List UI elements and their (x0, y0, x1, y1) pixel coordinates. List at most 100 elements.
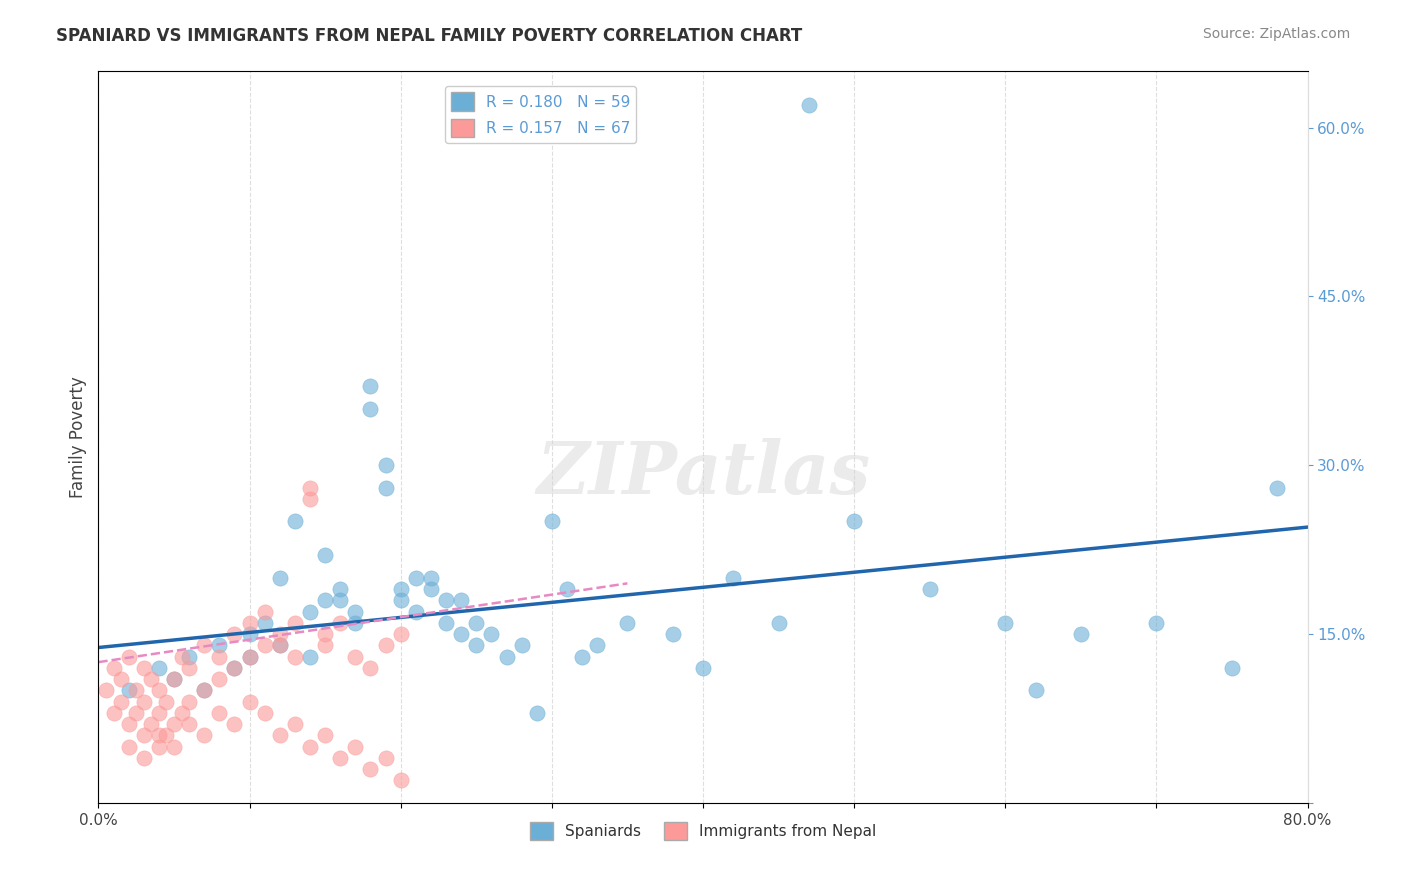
Point (314, 548, 336, 562)
Point (284, 515, 307, 529)
Point (179, 649, 201, 664)
Point (239, 694, 262, 708)
Point (269, 638, 291, 652)
Point (208, 672, 231, 686)
Point (465, 615, 488, 630)
Point (284, 615, 307, 630)
Point (148, 661, 170, 675)
Point (141, 717, 163, 731)
Legend: Spaniards, Immigrants from Nepal: Spaniards, Immigrants from Nepal (523, 815, 883, 847)
Point (224, 627, 246, 641)
Point (163, 717, 186, 731)
Point (344, 649, 367, 664)
Point (94, 683, 117, 698)
Point (299, 649, 322, 664)
Point (918, 582, 941, 596)
Point (163, 672, 186, 686)
Point (179, 694, 201, 708)
Point (163, 672, 186, 686)
Text: Source: ZipAtlas.com: Source: ZipAtlas.com (1202, 27, 1350, 41)
Point (692, 661, 714, 675)
Point (253, 638, 276, 652)
Point (239, 627, 262, 641)
Point (329, 751, 352, 765)
Point (389, 593, 412, 607)
Point (163, 739, 186, 754)
Point (170, 649, 193, 664)
Point (526, 706, 548, 720)
Point (344, 615, 367, 630)
Point (269, 627, 291, 641)
Point (132, 751, 155, 765)
Point (269, 638, 291, 652)
Point (389, 627, 412, 641)
Point (510, 638, 533, 652)
Point (118, 683, 141, 698)
Point (1024, 683, 1046, 698)
Point (179, 717, 201, 731)
Point (253, 706, 276, 720)
Point (148, 739, 170, 754)
Point (170, 706, 193, 720)
Y-axis label: Family Poverty: Family Poverty (69, 376, 87, 498)
Point (193, 683, 215, 698)
Point (155, 694, 177, 708)
Point (141, 672, 163, 686)
Point (1220, 661, 1243, 675)
Point (329, 593, 352, 607)
Point (253, 605, 276, 619)
Point (132, 694, 155, 708)
Point (1070, 627, 1092, 641)
Point (224, 661, 246, 675)
Point (616, 615, 638, 630)
Point (239, 649, 262, 664)
Point (110, 694, 132, 708)
Point (495, 649, 517, 664)
Point (208, 649, 231, 664)
Point (797, 98, 820, 112)
Point (405, 571, 427, 585)
Point (299, 491, 322, 506)
Point (994, 615, 1017, 630)
Point (344, 605, 367, 619)
Point (844, 515, 866, 529)
Point (118, 717, 141, 731)
Point (269, 728, 291, 742)
Point (1267, 481, 1289, 495)
Point (374, 481, 396, 495)
Point (224, 661, 246, 675)
Point (374, 458, 396, 473)
Point (299, 481, 322, 495)
Point (405, 605, 427, 619)
Point (314, 728, 336, 742)
Point (224, 717, 246, 731)
Point (148, 728, 170, 742)
Text: SPANIARD VS IMMIGRANTS FROM NEPAL FAMILY POVERTY CORRELATION CHART: SPANIARD VS IMMIGRANTS FROM NEPAL FAMILY… (56, 27, 803, 45)
Point (179, 661, 201, 675)
Point (118, 739, 141, 754)
Point (125, 706, 148, 720)
Point (132, 728, 155, 742)
Point (110, 672, 132, 686)
Point (239, 649, 262, 664)
Point (723, 571, 745, 585)
Point (374, 638, 396, 652)
Point (344, 739, 367, 754)
Point (299, 739, 322, 754)
Point (118, 649, 141, 664)
Point (208, 706, 231, 720)
Point (420, 582, 443, 596)
Point (148, 683, 170, 698)
Point (434, 615, 457, 630)
Point (103, 706, 125, 720)
Point (450, 627, 472, 641)
Point (253, 615, 276, 630)
Point (193, 728, 215, 742)
Point (299, 605, 322, 619)
Point (239, 615, 262, 630)
Point (360, 401, 382, 416)
Point (481, 627, 503, 641)
Point (148, 706, 170, 720)
Point (1144, 615, 1167, 630)
Point (540, 515, 562, 529)
